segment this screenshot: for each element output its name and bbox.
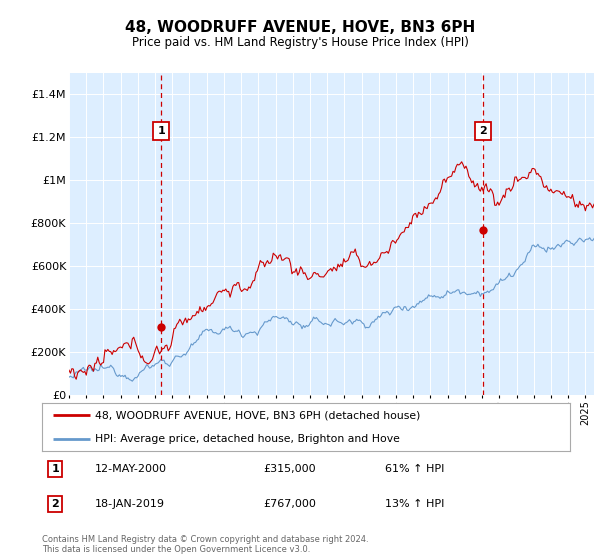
Text: Contains HM Land Registry data © Crown copyright and database right 2024.
This d: Contains HM Land Registry data © Crown c… (42, 535, 368, 554)
Text: HPI: Average price, detached house, Brighton and Hove: HPI: Average price, detached house, Brig… (95, 434, 400, 444)
Text: 1: 1 (52, 464, 59, 474)
Text: 2: 2 (479, 126, 487, 136)
Text: Price paid vs. HM Land Registry's House Price Index (HPI): Price paid vs. HM Land Registry's House … (131, 36, 469, 49)
Text: 18-JAN-2019: 18-JAN-2019 (95, 499, 165, 509)
Text: 13% ↑ HPI: 13% ↑ HPI (385, 499, 445, 509)
Text: 61% ↑ HPI: 61% ↑ HPI (385, 464, 445, 474)
Text: 1: 1 (157, 126, 165, 136)
Text: 2: 2 (52, 499, 59, 509)
Text: £315,000: £315,000 (264, 464, 316, 474)
Text: 48, WOODRUFF AVENUE, HOVE, BN3 6PH: 48, WOODRUFF AVENUE, HOVE, BN3 6PH (125, 20, 475, 35)
Text: £767,000: £767,000 (264, 499, 317, 509)
Text: 48, WOODRUFF AVENUE, HOVE, BN3 6PH (detached house): 48, WOODRUFF AVENUE, HOVE, BN3 6PH (deta… (95, 410, 420, 420)
Text: 12-MAY-2000: 12-MAY-2000 (95, 464, 167, 474)
